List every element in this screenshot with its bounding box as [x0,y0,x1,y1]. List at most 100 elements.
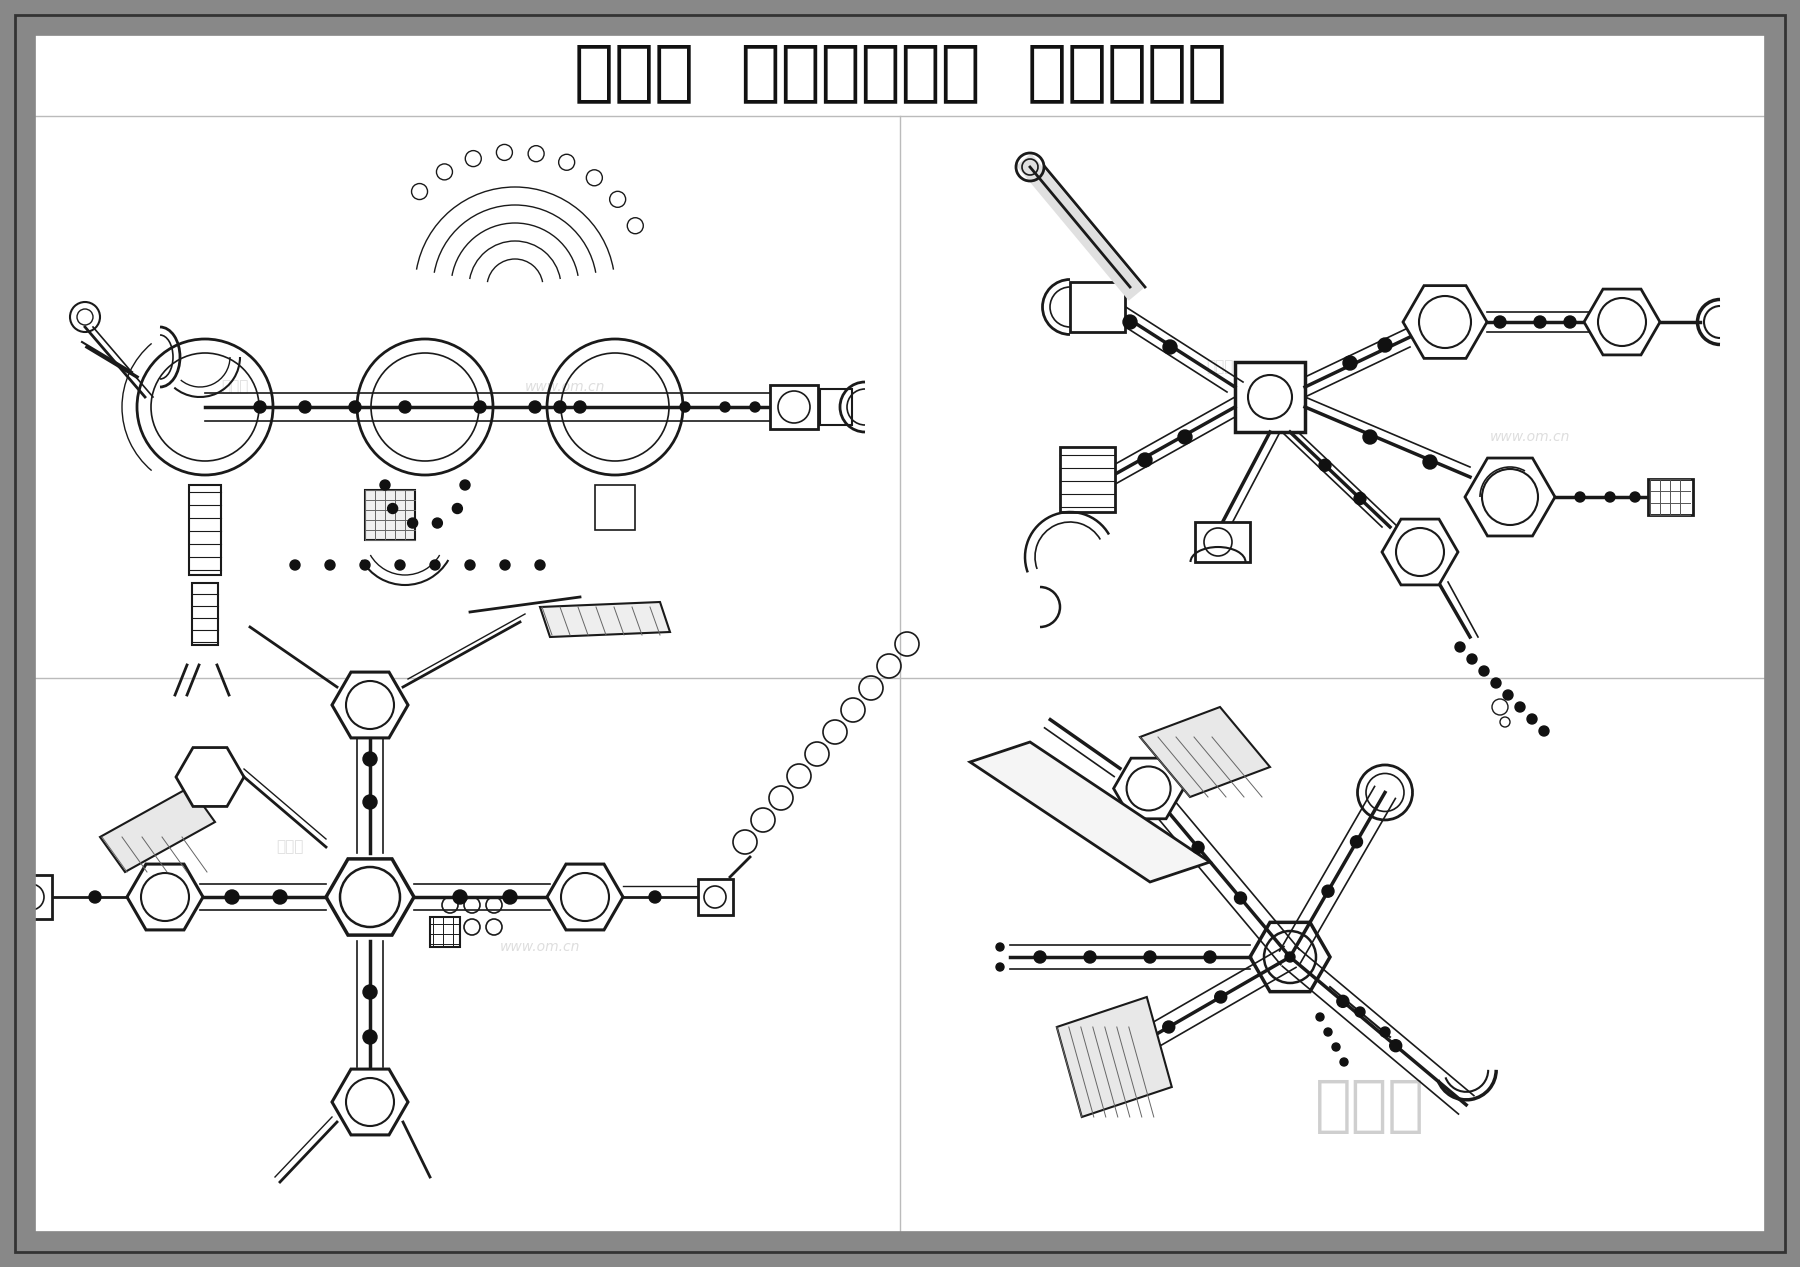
Polygon shape [970,742,1210,882]
Circle shape [1363,430,1377,443]
Circle shape [394,560,405,570]
Circle shape [432,518,443,528]
Circle shape [502,889,517,903]
Circle shape [274,889,286,903]
Circle shape [1123,315,1138,329]
Bar [1069,283,1125,332]
Polygon shape [1057,997,1172,1117]
Polygon shape [1249,922,1330,992]
Circle shape [554,400,565,413]
Text: www.om.cn: www.om.cn [1490,430,1570,443]
Polygon shape [101,787,214,872]
Circle shape [1145,952,1156,963]
Circle shape [326,560,335,570]
Circle shape [1526,715,1537,723]
Circle shape [1177,430,1192,443]
Circle shape [364,753,376,767]
Polygon shape [1139,707,1271,797]
Circle shape [535,560,545,570]
Circle shape [1316,1014,1325,1021]
Text: 欧模网: 欧模网 [1316,1077,1426,1136]
Circle shape [1138,454,1152,468]
Circle shape [407,518,418,528]
Bar [821,389,851,424]
Circle shape [1575,492,1586,502]
Circle shape [1390,1040,1402,1052]
Circle shape [290,560,301,570]
Circle shape [1606,492,1615,502]
Polygon shape [540,602,670,637]
Circle shape [1539,726,1550,736]
Circle shape [529,400,542,413]
Circle shape [430,560,439,570]
Bar [430,917,461,946]
Circle shape [1215,991,1228,1003]
Circle shape [254,400,266,413]
Text: 游乐场  儿童户外器材  无动力设施: 游乐场 儿童户外器材 无动力设施 [574,39,1226,105]
Circle shape [1354,493,1366,504]
Bar [698,879,733,915]
Circle shape [454,889,466,903]
Polygon shape [326,859,414,935]
Circle shape [1235,892,1247,905]
Circle shape [4,981,13,990]
Circle shape [1490,678,1501,688]
Circle shape [1534,315,1546,328]
Circle shape [1379,338,1391,352]
Bar [1649,479,1694,514]
Circle shape [473,400,486,413]
Polygon shape [1402,285,1487,359]
Polygon shape [331,672,409,737]
Circle shape [1355,1007,1364,1017]
Circle shape [1084,952,1096,963]
Polygon shape [1584,289,1660,355]
Circle shape [1494,315,1507,328]
Circle shape [995,943,1004,952]
Circle shape [461,480,470,490]
Bar [770,385,817,430]
Circle shape [1192,841,1204,854]
Circle shape [1454,642,1465,653]
Polygon shape [176,748,245,806]
Circle shape [1381,1028,1390,1036]
Circle shape [680,402,689,412]
Bar [11,875,52,919]
Circle shape [1285,952,1294,962]
Circle shape [360,560,371,570]
Circle shape [1467,654,1478,664]
Circle shape [1480,666,1489,677]
Circle shape [364,794,376,810]
Circle shape [16,933,23,941]
Circle shape [1321,886,1334,897]
Circle shape [400,400,410,413]
Circle shape [1631,492,1640,502]
Circle shape [88,891,101,903]
Circle shape [387,503,398,513]
Polygon shape [1382,519,1458,585]
Circle shape [364,984,376,998]
Circle shape [1337,996,1348,1007]
Circle shape [650,891,661,903]
Circle shape [380,480,391,490]
Circle shape [464,560,475,570]
Circle shape [1319,459,1330,471]
Circle shape [1325,1028,1332,1036]
Bar [1235,362,1305,432]
Polygon shape [1465,459,1555,536]
Circle shape [11,957,18,965]
Circle shape [995,963,1004,971]
Polygon shape [547,864,623,930]
Circle shape [1350,836,1363,848]
Circle shape [574,400,587,413]
Circle shape [1516,702,1525,712]
Circle shape [7,969,14,977]
Bar [1060,447,1114,512]
Circle shape [13,945,22,953]
Circle shape [1503,691,1514,699]
Text: 欧模网: 欧模网 [277,840,304,854]
Circle shape [1564,315,1577,328]
Circle shape [1339,1058,1348,1066]
Text: 欧模网: 欧模网 [1206,360,1233,375]
Text: www.om.cn: www.om.cn [500,940,580,954]
Circle shape [1163,340,1177,353]
